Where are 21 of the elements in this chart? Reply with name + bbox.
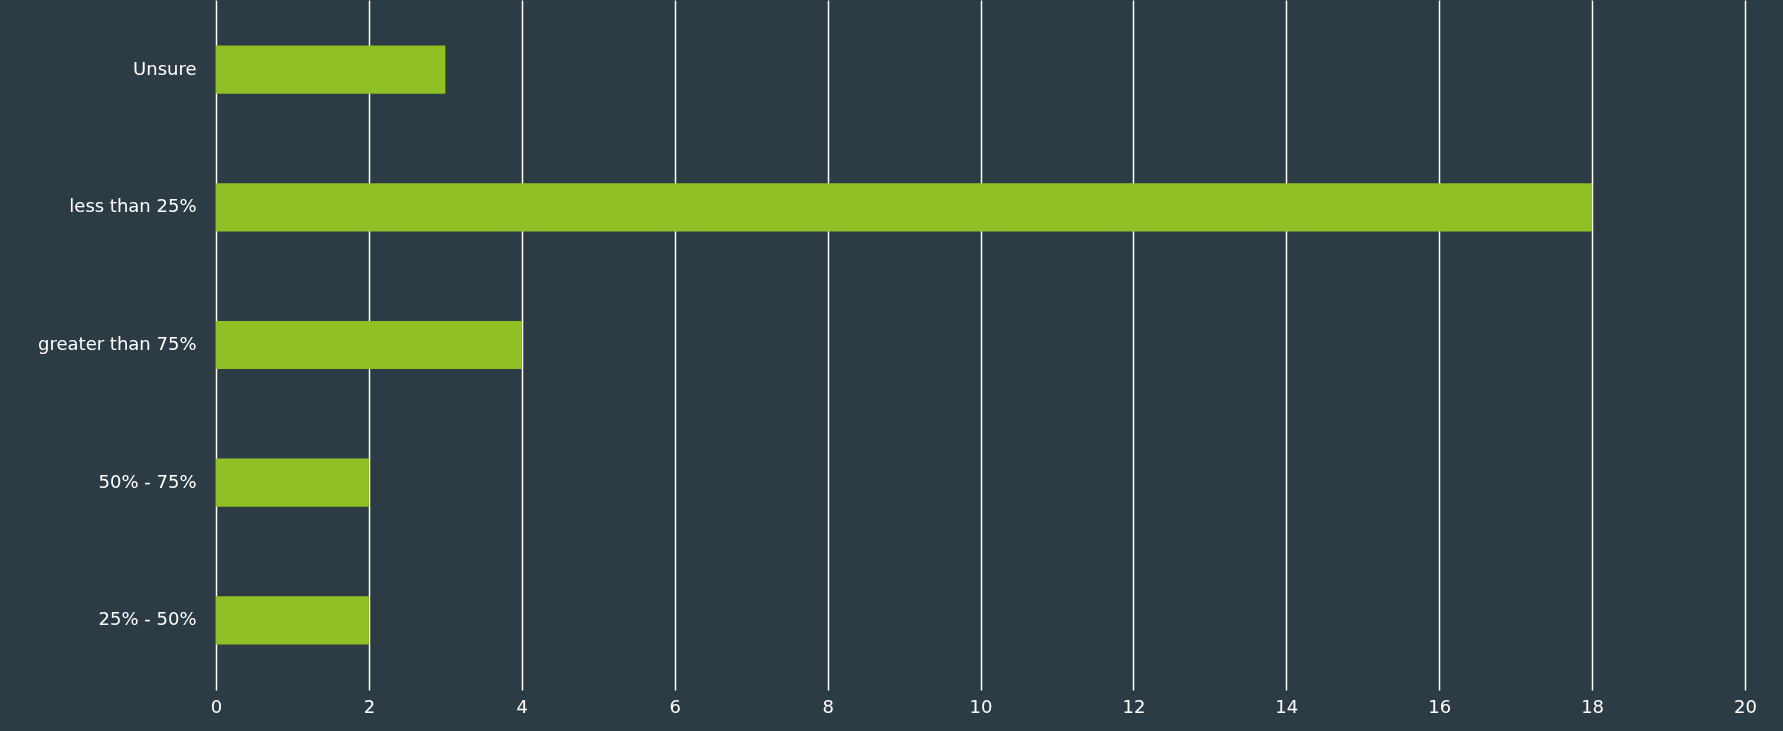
y-tick-label: 25% - 50% xyxy=(98,608,197,630)
x-tick-label: 4 xyxy=(516,695,529,717)
x-tick-label: 12 xyxy=(1122,695,1146,717)
y-tick-label: Unsure xyxy=(133,57,197,79)
x-tick-label: 18 xyxy=(1581,695,1605,717)
x-tick-label: 2 xyxy=(363,695,376,717)
x-tick-label: 20 xyxy=(1734,695,1757,717)
x-tick-label: 14 xyxy=(1275,695,1299,717)
bar xyxy=(216,458,369,507)
y-tick-label: 50% - 75% xyxy=(98,470,197,492)
bar xyxy=(216,45,446,94)
x-tick-label: 8 xyxy=(822,695,834,717)
bar xyxy=(216,320,522,370)
bar xyxy=(216,183,1593,232)
x-tick-label: 6 xyxy=(669,695,681,717)
x-tick-label: 0 xyxy=(210,695,223,717)
x-tick-label: 16 xyxy=(1428,695,1452,717)
y-tick-label: less than 25% xyxy=(69,195,197,217)
x-tick-label: 10 xyxy=(969,695,993,717)
bar xyxy=(216,596,369,645)
y-tick-label: greater than 75% xyxy=(38,333,197,354)
